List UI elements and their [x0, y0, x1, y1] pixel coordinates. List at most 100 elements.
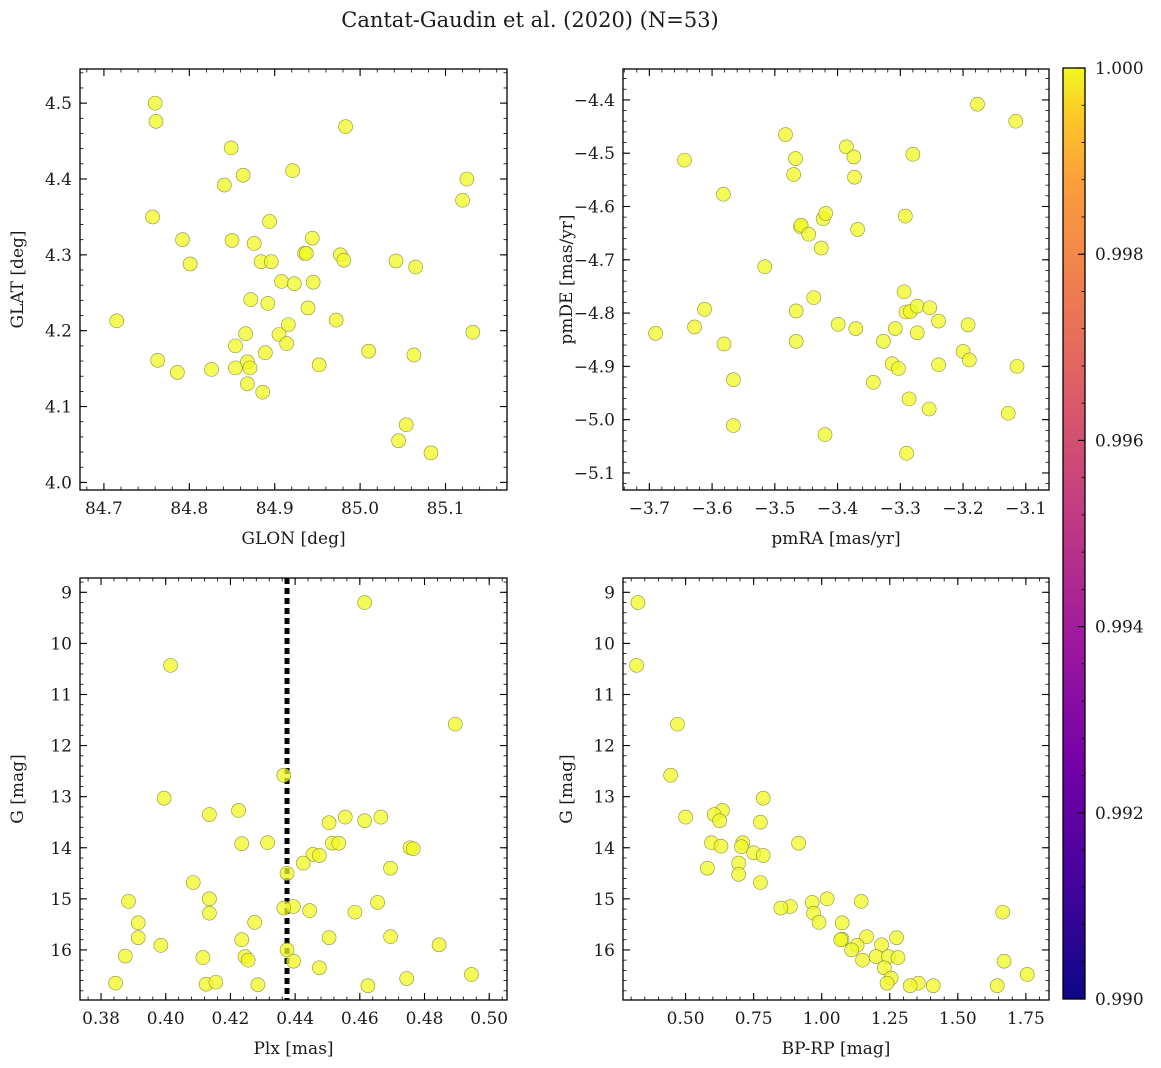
data-point — [279, 942, 295, 958]
data-point — [989, 978, 1005, 993]
x-tick-label: 1.50 — [939, 1009, 977, 1029]
data-point — [246, 236, 262, 251]
x-tick-label: −3.1 — [1005, 499, 1046, 519]
y-axis-label: pmDE [mas/yr] — [557, 214, 577, 344]
y-tick-label: −4.4 — [574, 91, 615, 111]
data-point — [235, 167, 251, 183]
data-point — [423, 445, 439, 461]
data-point — [217, 177, 232, 193]
y-axis-label: GLAT [deg] — [8, 230, 28, 328]
data-point — [896, 284, 912, 300]
y-tick-label: 4.1 — [45, 398, 72, 418]
data-point — [1009, 359, 1025, 374]
data-point — [726, 418, 741, 433]
data-point — [788, 303, 804, 319]
data-point — [224, 233, 240, 248]
y-tick-label: 12 — [593, 737, 615, 757]
data-point — [109, 313, 125, 329]
x-tick-label: 85.0 — [341, 499, 379, 519]
x-tick-label: 84.9 — [256, 499, 294, 519]
panel-top-right: −3.7 −3.6 −3.5 −3.4 −3.3 −3.2 −3.1 −5.1 −5.0 −4.9… — [557, 68, 1050, 549]
axes-frame — [622, 68, 1050, 491]
data-point — [170, 365, 185, 380]
data-point — [250, 977, 266, 992]
data-point — [786, 167, 801, 182]
data-point — [773, 900, 789, 916]
data-point — [337, 809, 353, 825]
data-point — [153, 938, 169, 953]
data-point — [1008, 113, 1024, 129]
data-point — [848, 321, 864, 336]
data-point — [240, 952, 256, 968]
data-point — [262, 214, 277, 229]
x-axis-label: BP-RP [mag] — [782, 1039, 891, 1059]
x-tick-label: 84.8 — [170, 499, 208, 519]
data-point — [121, 894, 136, 909]
data-point — [778, 127, 793, 142]
data-point — [926, 978, 941, 993]
data-point — [931, 357, 946, 373]
x-tick-label: −3.3 — [880, 499, 921, 519]
data-point — [876, 334, 891, 349]
y-tick-label: −4.9 — [574, 357, 615, 377]
data-point — [148, 114, 164, 129]
y-tick-label: 9 — [61, 583, 72, 603]
y-tick-label: 4.5 — [45, 94, 72, 114]
x-tick-label: −3.5 — [754, 499, 795, 519]
data-point — [383, 860, 398, 876]
data-point — [712, 813, 727, 828]
data-point — [734, 839, 749, 855]
data-point — [130, 930, 146, 945]
data-point — [465, 324, 481, 340]
data-point — [801, 226, 817, 242]
y-tick-label: 15 — [50, 890, 72, 910]
data-point — [347, 904, 363, 920]
colorbar-tick-label: 1.000 — [1095, 59, 1144, 79]
data-point — [202, 905, 217, 921]
data-point — [338, 119, 353, 134]
data-point — [960, 317, 976, 333]
y-tick-label: 4.4 — [45, 170, 72, 190]
data-point — [687, 319, 702, 335]
data-point — [202, 807, 217, 822]
data-point — [255, 384, 271, 400]
y-tick-label: 14 — [593, 839, 615, 859]
panel-top-left: 84.7 84.8 84.9 85.0 85.1 4.0 4.1 4.2 4.3 4.4 4.5 GL… — [8, 68, 508, 549]
minor-ticks — [623, 69, 1049, 490]
data-point — [234, 836, 250, 851]
data-point — [361, 343, 376, 359]
data-point — [231, 803, 246, 818]
data-point — [791, 835, 806, 851]
data-point — [970, 96, 985, 112]
data-point — [300, 300, 316, 316]
x-tick-label: 1.00 — [803, 1009, 841, 1029]
data-point — [357, 813, 372, 828]
data-point — [891, 361, 906, 376]
data-point — [331, 835, 347, 851]
colorbar-frame — [1062, 67, 1086, 1000]
x-axis-label: GLON [deg] — [241, 529, 345, 549]
axes-frame — [79, 577, 508, 1001]
x-tick-label: 0.38 — [82, 1009, 120, 1029]
x-tick-label: 0.75 — [735, 1009, 773, 1029]
data-point — [258, 345, 273, 361]
data-point — [839, 139, 854, 155]
data-point — [305, 274, 321, 290]
data-point — [204, 362, 219, 377]
data-point — [228, 338, 243, 354]
colorbar-tick-label: 0.990 — [1095, 990, 1144, 1010]
data-point — [276, 900, 292, 916]
x-tick-label: 0.44 — [276, 1009, 314, 1029]
data-point — [150, 352, 166, 368]
data-point — [844, 942, 859, 958]
data-point — [716, 336, 732, 352]
y-tick-label: −4.8 — [574, 304, 615, 324]
data-point — [846, 149, 862, 165]
data-point — [630, 595, 646, 610]
data-point — [370, 895, 385, 910]
x-tick-label: 1.75 — [1007, 1009, 1045, 1029]
y-tick-label: 15 — [593, 890, 615, 910]
data-point — [202, 891, 217, 907]
data-point — [866, 375, 881, 390]
